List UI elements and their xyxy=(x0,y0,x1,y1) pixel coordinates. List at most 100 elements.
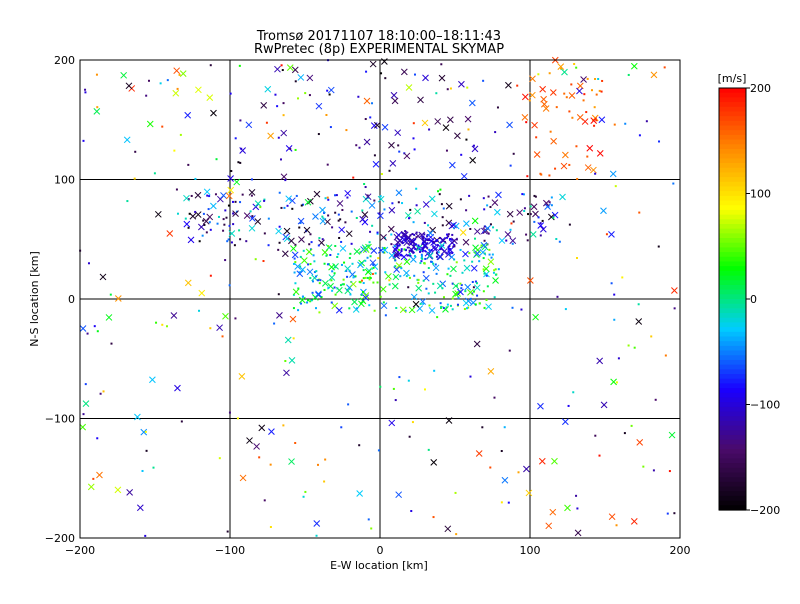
data-point-cross xyxy=(363,138,371,146)
cross-stroke xyxy=(405,84,413,91)
data-point-dot xyxy=(318,278,321,281)
data-point-dot xyxy=(454,491,457,494)
data-point-dot xyxy=(153,172,156,175)
data-point-dot xyxy=(308,94,311,97)
data-point-cross xyxy=(198,223,205,231)
data-point-dot xyxy=(345,269,348,272)
data-point-dot xyxy=(522,193,525,196)
data-point-dot xyxy=(412,244,415,247)
cross-stroke xyxy=(576,82,584,90)
data-point-dot xyxy=(269,525,272,528)
cross-stroke xyxy=(421,241,429,249)
data-point-cross xyxy=(516,209,524,216)
data-point-dot xyxy=(439,302,442,305)
data-point-cross xyxy=(123,136,131,144)
data-point-dot xyxy=(398,249,401,252)
data-point-dot xyxy=(334,194,337,197)
data-point-dot xyxy=(613,123,616,126)
cross-stroke xyxy=(444,525,452,533)
cross-stroke xyxy=(352,306,360,313)
data-point-dot xyxy=(251,215,254,218)
data-point-dot xyxy=(570,83,573,86)
data-point-cross xyxy=(362,292,370,299)
cross-stroke xyxy=(369,60,377,68)
data-point-dot xyxy=(187,226,190,229)
data-point-dot xyxy=(449,237,452,240)
data-point-dot xyxy=(222,218,225,221)
data-point-dot xyxy=(273,322,276,325)
data-point-dot xyxy=(617,357,620,360)
data-point-dot xyxy=(451,252,454,255)
data-point-dot xyxy=(576,177,579,180)
data-point-dot xyxy=(432,262,435,265)
data-point-cross xyxy=(473,250,481,257)
data-point-dot xyxy=(408,276,411,279)
data-point-dot xyxy=(307,299,310,302)
data-point-cross xyxy=(268,428,275,435)
data-point-dot xyxy=(404,230,407,233)
data-point-cross xyxy=(390,91,398,99)
data-point-dot xyxy=(539,222,542,225)
cross-stroke xyxy=(134,413,141,421)
data-point-dot xyxy=(316,463,319,466)
data-point-dot xyxy=(208,221,211,224)
cross-stroke xyxy=(421,238,428,246)
data-point-cross xyxy=(284,336,292,344)
cross-stroke xyxy=(458,80,465,88)
cross-stroke xyxy=(377,195,385,203)
data-point-dot xyxy=(637,303,640,306)
data-point-dot xyxy=(529,205,532,208)
data-point-dot xyxy=(280,206,283,209)
cross-stroke xyxy=(203,188,211,196)
data-point-dot xyxy=(447,250,450,253)
data-point-dot xyxy=(638,211,641,214)
data-point-dot xyxy=(364,259,367,262)
data-point-cross xyxy=(630,62,638,70)
data-point-cross xyxy=(533,151,541,158)
data-point-dot xyxy=(473,237,476,240)
data-point-dot xyxy=(442,207,445,210)
data-point-cross xyxy=(452,282,460,290)
data-point-dot xyxy=(672,182,675,185)
cross-stroke xyxy=(227,186,235,194)
data-point-cross xyxy=(283,235,291,243)
data-point-dot xyxy=(446,303,449,306)
data-point-dot xyxy=(598,89,601,92)
cross-stroke xyxy=(389,160,397,167)
colorbar-segment xyxy=(719,402,746,408)
data-point-dot xyxy=(224,259,227,262)
data-point-cross xyxy=(344,189,352,197)
data-point-dot xyxy=(383,251,386,254)
colorbar-segment xyxy=(719,392,746,399)
data-point-dot xyxy=(198,240,201,243)
cross-stroke xyxy=(206,94,214,101)
data-point-dot xyxy=(424,388,427,391)
cross-stroke xyxy=(285,195,293,203)
cross-stroke xyxy=(608,231,615,238)
data-point-dot xyxy=(228,411,231,414)
data-point-cross xyxy=(529,75,536,83)
colorbar-tick-label: 0 xyxy=(750,293,757,306)
data-point-dot xyxy=(299,255,302,258)
cross-stroke xyxy=(454,132,461,140)
data-point-cross xyxy=(405,84,413,91)
data-point-cross xyxy=(473,284,481,292)
data-point-dot xyxy=(292,337,295,340)
data-point-dot xyxy=(358,444,361,447)
data-point-cross xyxy=(351,298,358,306)
colorbar-segment xyxy=(719,294,746,300)
data-point-dot xyxy=(176,212,179,215)
data-point-cross xyxy=(280,129,288,137)
data-point-dot xyxy=(534,195,537,198)
data-point-dot xyxy=(459,248,462,251)
data-point-dot xyxy=(480,244,483,247)
cross-stroke xyxy=(671,287,678,294)
data-point-dot xyxy=(238,64,241,67)
cross-stroke xyxy=(385,272,392,280)
data-point-dot xyxy=(190,194,193,197)
data-point-dot xyxy=(471,280,474,283)
colorbar: 200 100 0 −100 −200 xyxy=(718,82,780,517)
data-point-dot xyxy=(468,194,471,197)
data-point-dot xyxy=(417,278,420,281)
cross-stroke xyxy=(422,201,430,208)
